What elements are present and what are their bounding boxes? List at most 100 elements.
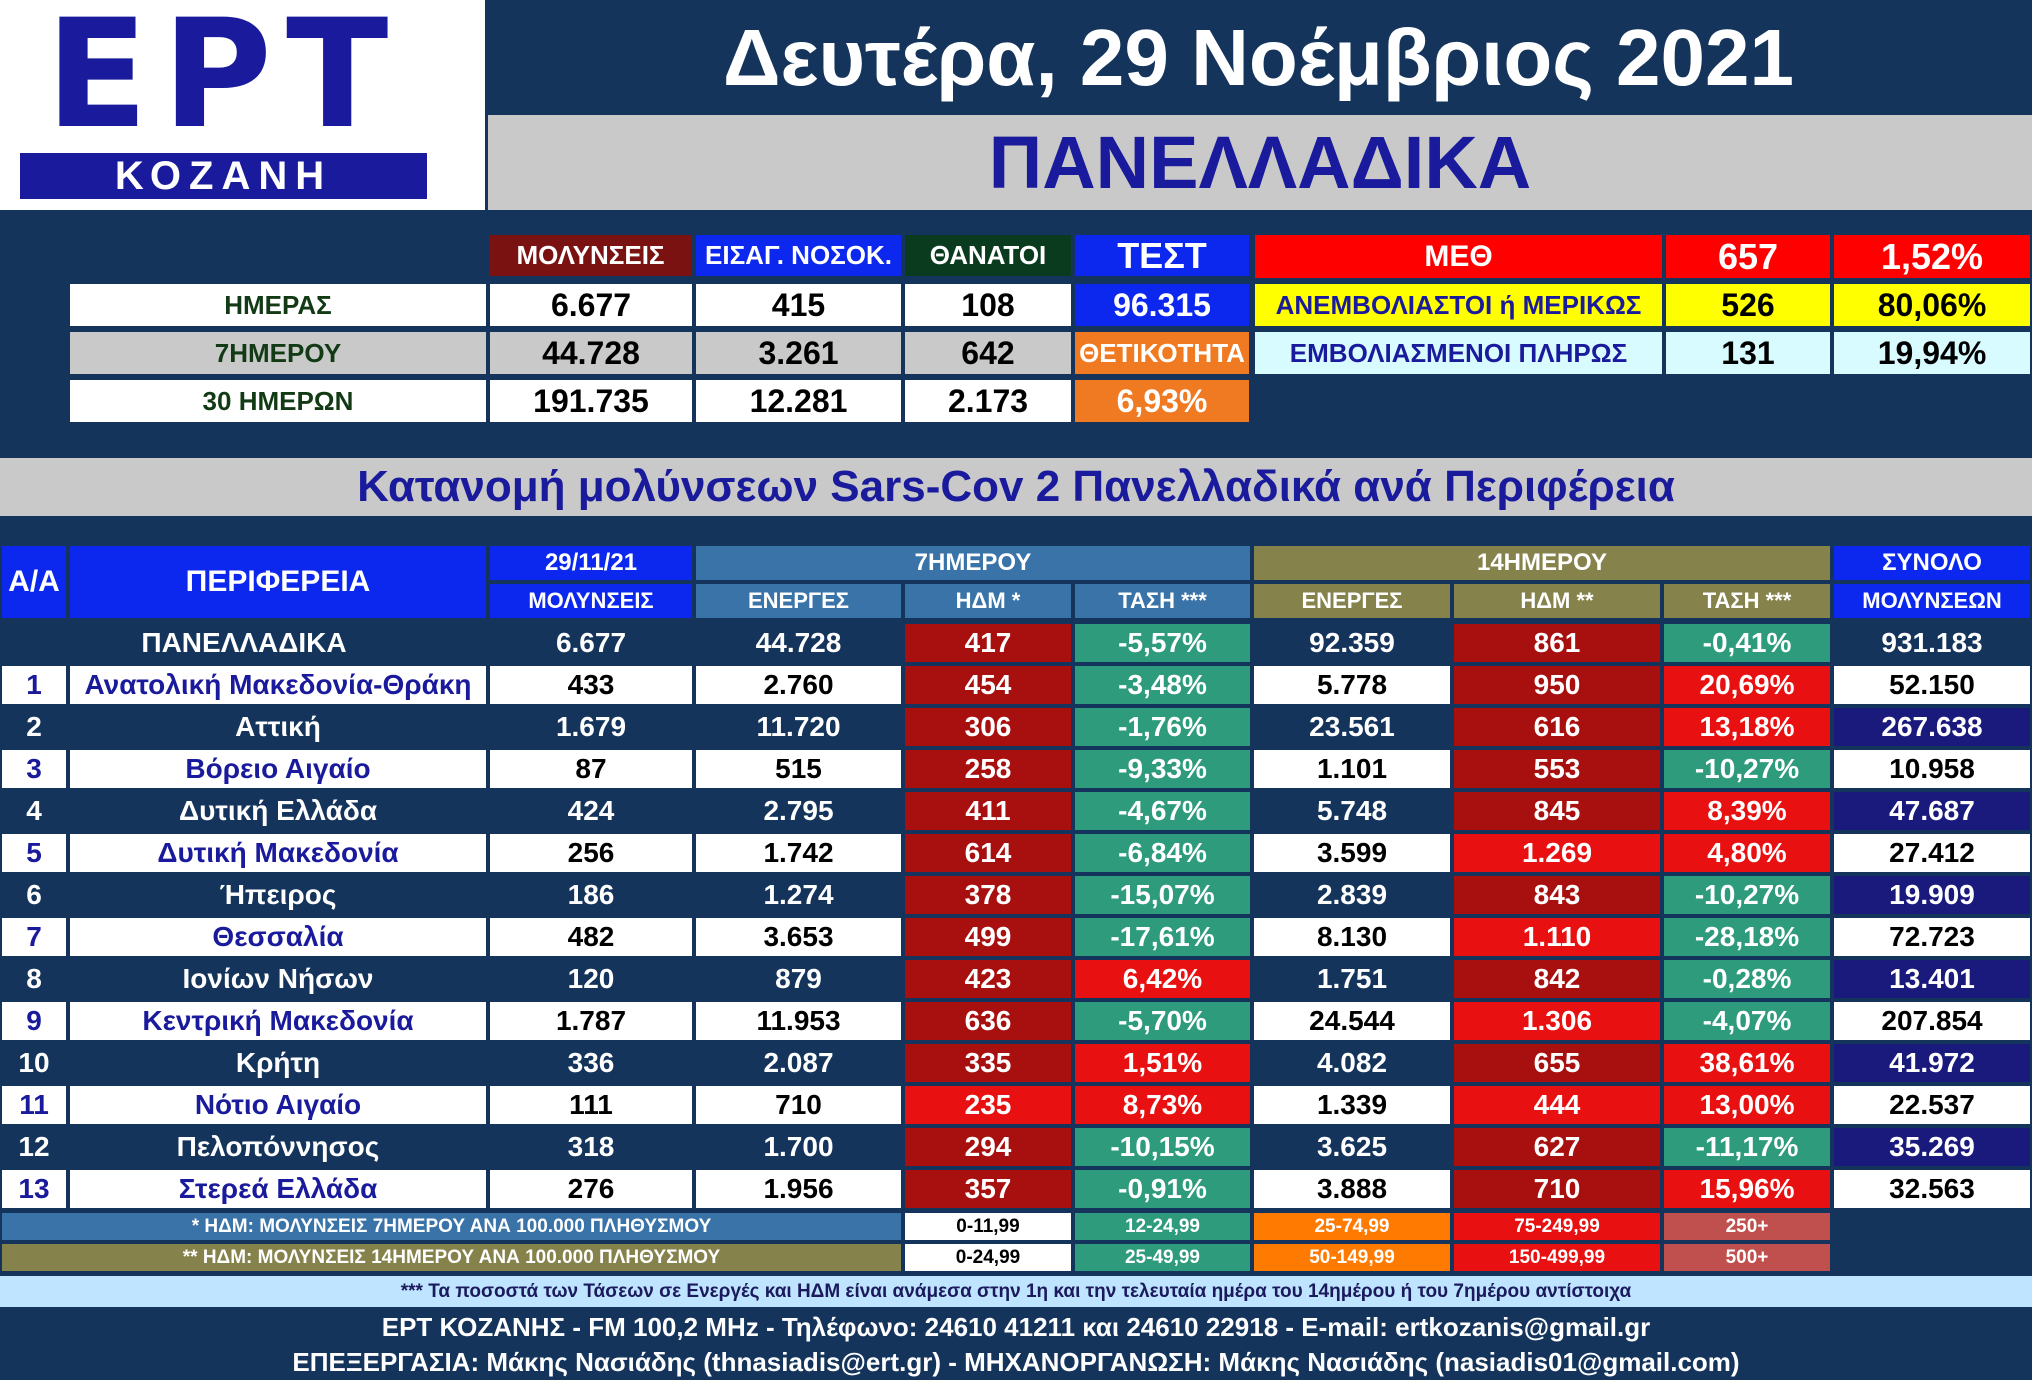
cell-tr7: -4,67% [1073, 790, 1252, 832]
icu-vaccinated-label: ΕΜΒΟΛΙΑΣΜΕΝΟΙ ΠΛΗΡΩΣ [1253, 330, 1664, 376]
cell-aa: 4 [0, 790, 68, 832]
cell-total: 41.972 [1832, 1042, 2032, 1084]
subheader-idm-7day: ΗΔΜ * [903, 582, 1073, 620]
icu-label: ΜΕΘ [1253, 233, 1664, 280]
cell-act7: 515 [694, 748, 903, 790]
header-14day: 14ΗΜΕΡΟΥ [1252, 544, 1832, 582]
cell-tr14: -10,27% [1662, 748, 1832, 790]
cell-tr14: -11,17% [1662, 1126, 1832, 1168]
cell-act7: 3.653 [694, 916, 903, 958]
cell-act14: 1.101 [1252, 748, 1452, 790]
cell-tr14: 20,69% [1662, 664, 1832, 706]
cell-act14: 3.599 [1252, 832, 1452, 874]
cell-aa: 5 [0, 832, 68, 874]
cell-act7: 1.274 [694, 874, 903, 916]
summary-7day-hospital: 3.261 [694, 330, 903, 376]
cell-act7: 11.953 [694, 1000, 903, 1042]
header-aa: Α/Α [0, 544, 68, 620]
cell-idm7: 417 [903, 622, 1073, 664]
cell-inf: 1.787 [488, 1000, 694, 1042]
cell-total: 32.563 [1832, 1168, 2032, 1210]
cell-idm7: 357 [903, 1168, 1073, 1210]
summary-header-infections: ΜΟΛΥΝΣΕΙΣ [487, 233, 694, 278]
legend-range-14day: 50-149,99 [1252, 1242, 1452, 1273]
cell-total: 72.723 [1832, 916, 2032, 958]
cell-name: Νότιο Αιγαίο [68, 1084, 488, 1126]
cell-total: 27.412 [1832, 832, 2032, 874]
summary-30day-deaths: 2.173 [903, 378, 1073, 424]
summary-header-hospital: ΕΙΣΑΓ. ΝΟΣΟΚ. [694, 233, 903, 278]
cell-idm7: 335 [903, 1042, 1073, 1084]
cell-idm14: 553 [1452, 748, 1662, 790]
cell-inf: 482 [488, 916, 694, 958]
header-date: 29/11/21 [488, 544, 694, 582]
cell-idm7: 306 [903, 706, 1073, 748]
cell-act7: 879 [694, 958, 903, 1000]
summary-positivity-label: ΘΕΤΙΚΟΤΗΤΑ [1073, 330, 1251, 376]
cell-idm14: 1.269 [1452, 832, 1662, 874]
cell-idm14: 444 [1452, 1084, 1662, 1126]
cell-act7: 710 [694, 1084, 903, 1126]
cell-total: 267.638 [1832, 706, 2032, 748]
cell-aa: 8 [0, 958, 68, 1000]
cell-act7: 44.728 [694, 622, 903, 664]
cell-inf: 87 [488, 748, 694, 790]
cell-idm7: 235 [903, 1084, 1073, 1126]
cell-name: Ανατολική Μακεδονία-Θράκη [68, 664, 488, 706]
cell-tr14: -10,27% [1662, 874, 1832, 916]
cell-idm14: 616 [1452, 706, 1662, 748]
cell-idm7: 614 [903, 832, 1073, 874]
cell-total: 19.909 [1832, 874, 2032, 916]
legend-range-7day: 75-249,99 [1452, 1211, 1662, 1242]
cell-name: Θεσσαλία [68, 916, 488, 958]
summary-label-30day: 30 ΗΜΕΡΩΝ [68, 378, 488, 424]
cell-idm14: 627 [1452, 1126, 1662, 1168]
cell-tr7: 6,42% [1073, 958, 1252, 1000]
logo-sub-text: ΚΟΖΑΝΗ [20, 153, 427, 199]
subheader-infections: ΜΟΛΥΝΣΕΙΣ [488, 582, 694, 620]
summary-30day-infections: 191.735 [488, 378, 694, 424]
cell-name: Ήπειρος [68, 874, 488, 916]
cell-inf: 186 [488, 874, 694, 916]
cell-idm14: 710 [1452, 1168, 1662, 1210]
header-total: ΣΥΝΟΛΟ [1832, 544, 2032, 582]
cell-name: Πελοπόννησος [68, 1126, 488, 1168]
page-title: ΠΑΝΕΛΛΑΔΙΚΑ [488, 115, 2032, 210]
cell-inf: 318 [488, 1126, 694, 1168]
cell-idm14: 842 [1452, 958, 1662, 1000]
cell-tr7: -5,70% [1073, 1000, 1252, 1042]
legend-range-14day: 0-24,99 [903, 1242, 1073, 1273]
legend-range-14day: 150-499,99 [1452, 1242, 1662, 1273]
legend-range-7day: 12-24,99 [1073, 1211, 1252, 1242]
icu-value: 657 [1664, 233, 1832, 280]
cell-act14: 23.561 [1252, 706, 1452, 748]
cell-act7: 1.700 [694, 1126, 903, 1168]
cell-idm7: 411 [903, 790, 1073, 832]
cell-tr14: -0,28% [1662, 958, 1832, 1000]
cell-tr7: -6,84% [1073, 832, 1252, 874]
cell-act14: 1.339 [1252, 1084, 1452, 1126]
cell-inf: 111 [488, 1084, 694, 1126]
cell-name: Κρήτη [68, 1042, 488, 1084]
cell-tr7: -5,57% [1073, 622, 1252, 664]
cell-aa: 7 [0, 916, 68, 958]
cell-act14: 2.839 [1252, 874, 1452, 916]
icu-vaccinated-pct: 19,94% [1832, 330, 2032, 376]
subheader-trend-14day: ΤΑΣΗ *** [1662, 582, 1832, 620]
cell-idm7: 378 [903, 874, 1073, 916]
summary-day-hospital: 415 [694, 282, 903, 328]
cell-total: 22.537 [1832, 1084, 2032, 1126]
cell-idm14: 861 [1452, 622, 1662, 664]
date-heading: Δευτέρα, 29 Νοέμβριος 2021 [722, 12, 1795, 102]
cell-tr14: 15,96% [1662, 1168, 1832, 1210]
cell-inf: 6.677 [488, 622, 694, 664]
legend-range-7day: 250+ [1662, 1211, 1832, 1242]
trend-footnote: *** Τα ποσοστά των Τάσεων σε Ενεργές και… [0, 1276, 2032, 1307]
cell-tr7: 1,51% [1073, 1042, 1252, 1084]
cell-idm7: 258 [903, 748, 1073, 790]
cell-idm7: 423 [903, 958, 1073, 1000]
cell-aa: 10 [0, 1042, 68, 1084]
cell-tr14: 4,80% [1662, 832, 1832, 874]
cell-act7: 2.087 [694, 1042, 903, 1084]
